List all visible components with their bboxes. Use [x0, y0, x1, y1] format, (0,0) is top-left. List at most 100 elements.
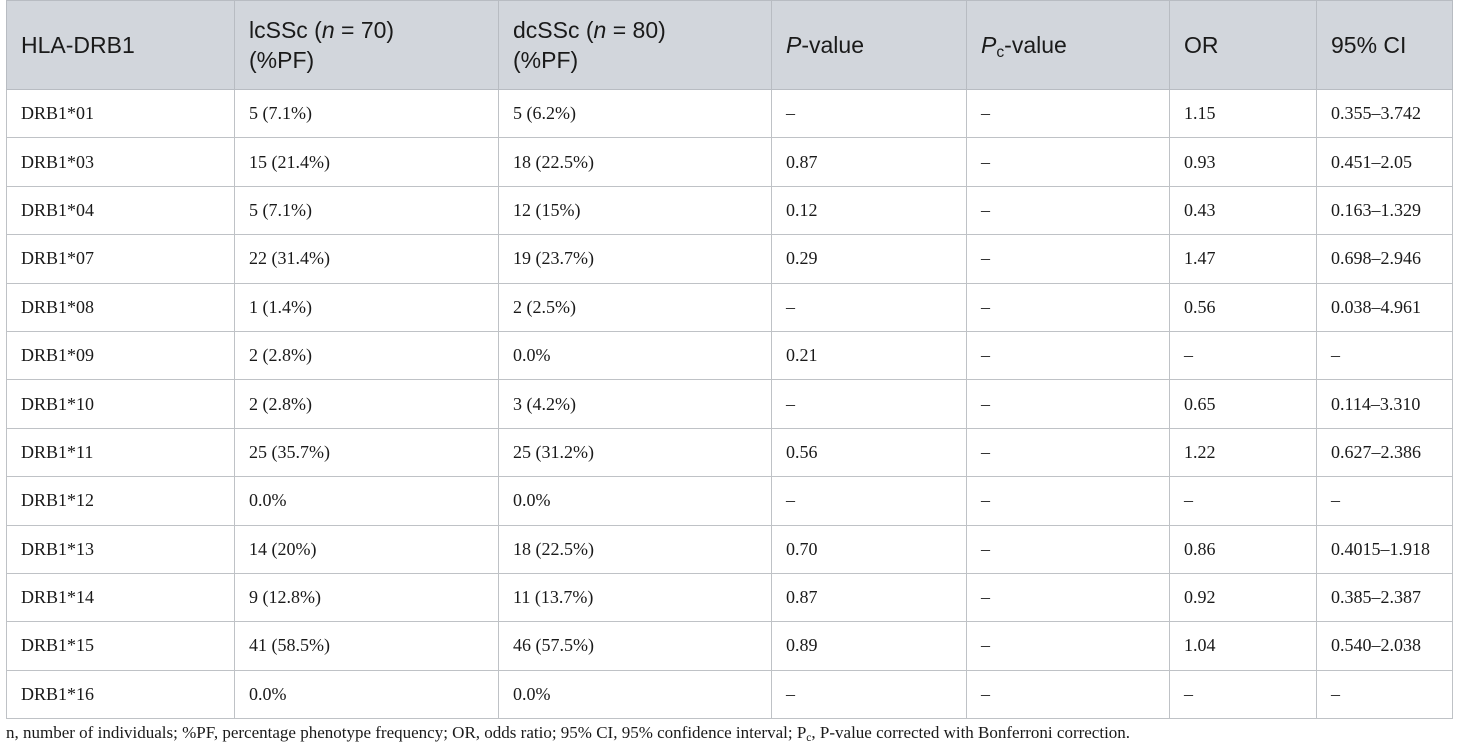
table-row: DRB1*16 0.0% 0.0% – – – – [6, 669, 1453, 720]
table-row: DRB1*12 0.0% 0.0% – – – – [6, 476, 1453, 526]
cell-or: 0.65 [1169, 379, 1317, 429]
cell-allele: DRB1*15 [6, 621, 235, 671]
cell-dcssc: 25 (31.2%) [498, 427, 772, 478]
table-body: DRB1*01 5 (7.1%) 5 (6.2%) – –1.15 0.355–3.742… [6, 88, 1453, 720]
cell-allele: DRB1*03 [6, 137, 235, 187]
header-lcssc: lcSSc (n = 70) (%PF) [234, 0, 499, 90]
cell-p-value: 0.56 [771, 427, 967, 478]
cell-p-value: 0.89 [771, 621, 967, 671]
header-pc-value: Pc-value [966, 0, 1170, 90]
cell-p-value: 0.70 [771, 524, 967, 574]
cell-p-value: 0.87 [771, 572, 967, 623]
cell-dcssc: 11 (13.7%) [498, 572, 772, 623]
table-row: DRB1*03 15 (21.4%) 18 (22.5%) 0.87–0.93 0.45… [6, 137, 1453, 187]
cell-ci: 0.540–2.038 [1316, 621, 1453, 671]
cell-dcssc: 46 (57.5%) [498, 621, 772, 671]
cell-ci: 0.698–2.946 [1316, 234, 1453, 284]
cell-ci: 0.385–2.387 [1316, 572, 1453, 623]
cell-or: 1.22 [1169, 427, 1317, 478]
cell-ci: 0.451–2.05 [1316, 137, 1453, 187]
cell-pc-value: – [966, 524, 1170, 574]
cell-pc-value: – [966, 476, 1170, 526]
table-row: DRB1*11 25 (35.7%) 25 (31.2%) 0.56–1.22 0.62… [6, 427, 1453, 478]
cell-allele: DRB1*01 [6, 88, 235, 139]
cell-allele: DRB1*14 [6, 572, 235, 623]
cell-allele: DRB1*10 [6, 379, 235, 429]
cell-pc-value: – [966, 669, 1170, 720]
cell-or: – [1169, 476, 1317, 526]
cell-pc-value: – [966, 427, 1170, 478]
cell-ci: – [1316, 669, 1453, 720]
hla-drb1-table: HLA-DRB1 lcSSc (n = 70) (%PF) dcSSc (n =… [6, 0, 1453, 720]
cell-ci: 0.038–4.961 [1316, 282, 1453, 332]
cell-dcssc: 5 (6.2%) [498, 88, 772, 139]
cell-lcssc: 0.0% [234, 476, 499, 526]
cell-ci: 0.4015–1.918 [1316, 524, 1453, 574]
cell-pc-value: – [966, 572, 1170, 623]
cell-ci: – [1316, 330, 1453, 381]
table-footnote: n, number of individuals; %PF, percentag… [6, 723, 1131, 744]
cell-lcssc: 2 (2.8%) [234, 330, 499, 381]
cell-pc-value: – [966, 234, 1170, 284]
cell-allele: DRB1*11 [6, 427, 235, 478]
cell-lcssc: 5 (7.1%) [234, 185, 499, 236]
cell-lcssc: 25 (35.7%) [234, 427, 499, 478]
cell-or: 0.92 [1169, 572, 1317, 623]
cell-dcssc: 0.0% [498, 669, 772, 720]
table-header: HLA-DRB1 lcSSc (n = 70) (%PF) dcSSc (n =… [6, 0, 1453, 90]
cell-ci: 0.114–3.310 [1316, 379, 1453, 429]
cell-or: – [1169, 669, 1317, 720]
cell-dcssc: 18 (22.5%) [498, 137, 772, 187]
cell-ci: 0.163–1.329 [1316, 185, 1453, 236]
cell-allele: DRB1*16 [6, 669, 235, 720]
cell-allele: DRB1*04 [6, 185, 235, 236]
header-row: HLA-DRB1 lcSSc (n = 70) (%PF) dcSSc (n =… [6, 0, 1453, 90]
header-p-value: P-value [771, 0, 967, 90]
cell-lcssc: 41 (58.5%) [234, 621, 499, 671]
cell-pc-value: – [966, 137, 1170, 187]
cell-lcssc: 1 (1.4%) [234, 282, 499, 332]
cell-dcssc: 2 (2.5%) [498, 282, 772, 332]
cell-ci: 0.355–3.742 [1316, 88, 1453, 139]
header-or: OR [1169, 0, 1317, 90]
cell-dcssc: 19 (23.7%) [498, 234, 772, 284]
cell-or: 0.56 [1169, 282, 1317, 332]
table-row: DRB1*08 1 (1.4%) 2 (2.5%) – –0.56 0.038–4.961 [6, 282, 1453, 332]
cell-allele: DRB1*13 [6, 524, 235, 574]
cell-pc-value: – [966, 88, 1170, 139]
cell-or: – [1169, 330, 1317, 381]
cell-dcssc: 18 (22.5%) [498, 524, 772, 574]
table-row: DRB1*04 5 (7.1%) 12 (15%) 0.12–0.43 0.163–1.… [6, 185, 1453, 236]
cell-p-value: 0.29 [771, 234, 967, 284]
cell-p-value: 0.12 [771, 185, 967, 236]
cell-lcssc: 5 (7.1%) [234, 88, 499, 139]
cell-allele: DRB1*07 [6, 234, 235, 284]
table-row: DRB1*09 2 (2.8%) 0.0% 0.21– – – [6, 330, 1453, 381]
cell-or: 1.04 [1169, 621, 1317, 671]
cell-lcssc: 9 (12.8%) [234, 572, 499, 623]
cell-lcssc: 14 (20%) [234, 524, 499, 574]
cell-p-value: – [771, 88, 967, 139]
cell-allele: DRB1*09 [6, 330, 235, 381]
cell-or: 0.43 [1169, 185, 1317, 236]
cell-p-value: 0.87 [771, 137, 967, 187]
cell-p-value: 0.21 [771, 330, 967, 381]
cell-allele: DRB1*08 [6, 282, 235, 332]
cell-or: 1.47 [1169, 234, 1317, 284]
header-95-ci: 95% CI [1316, 0, 1453, 90]
cell-dcssc: 0.0% [498, 330, 772, 381]
cell-lcssc: 15 (21.4%) [234, 137, 499, 187]
cell-dcssc: 0.0% [498, 476, 772, 526]
table-row: DRB1*14 9 (12.8%) 11 (13.7%) 0.87–0.92 0.385… [6, 572, 1453, 623]
header-dcssc: dcSSc (n = 80) (%PF) [498, 0, 772, 90]
table-row: DRB1*13 14 (20%) 18 (22.5%) 0.70–0.86 0.4015… [6, 524, 1453, 574]
cell-dcssc: 12 (15%) [498, 185, 772, 236]
cell-p-value: – [771, 669, 967, 720]
cell-p-value: – [771, 379, 967, 429]
table-row: DRB1*15 41 (58.5%) 46 (57.5%) 0.89–1.04 0.54… [6, 621, 1453, 671]
cell-dcssc: 3 (4.2%) [498, 379, 772, 429]
cell-lcssc: 2 (2.8%) [234, 379, 499, 429]
cell-ci: 0.627–2.386 [1316, 427, 1453, 478]
cell-or: 1.15 [1169, 88, 1317, 139]
cell-p-value: – [771, 282, 967, 332]
